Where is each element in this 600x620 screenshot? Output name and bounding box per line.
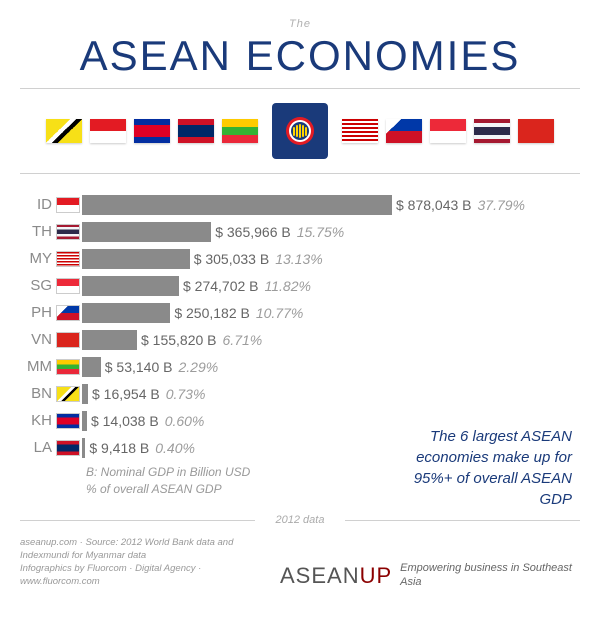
chart-row: BN $ 16,954 B 0.73% xyxy=(20,381,580,406)
flag-cambodia-icon xyxy=(134,119,170,143)
bar-value: $ 155,820 B xyxy=(141,332,217,348)
bar-percent: 0.60% xyxy=(165,413,205,429)
flag-indonesia-icon xyxy=(90,119,126,143)
chart-row: PH $ 250,182 B 10.77% xyxy=(20,300,580,325)
country-code: MY xyxy=(20,250,56,267)
bar xyxy=(82,330,137,350)
bar xyxy=(82,357,101,377)
callout-text: The 6 largest ASEAN economies make up fo… xyxy=(382,426,572,510)
country-code: LA xyxy=(20,439,56,456)
bar-value: $ 9,418 B xyxy=(89,440,149,456)
country-flag-icon xyxy=(56,413,80,429)
page-title: ASEAN ECONOMIES xyxy=(20,32,580,80)
logo-part-a: ASEAN xyxy=(280,563,360,588)
bar-percent: 10.77% xyxy=(256,305,303,321)
country-flag-icon xyxy=(56,305,80,321)
footer-source2: Infographics by Fluorcom · Digital Agenc… xyxy=(20,562,280,589)
bar-percent: 13.13% xyxy=(275,251,322,267)
bar-value: $ 878,043 B xyxy=(396,197,472,213)
flag-philippines-icon xyxy=(386,119,422,143)
bar-value: $ 14,038 B xyxy=(91,413,159,429)
bar-percent: 15.75% xyxy=(297,224,344,240)
flag-myanmar-icon xyxy=(222,119,258,143)
bar xyxy=(82,249,190,269)
footer-year: 2012 data xyxy=(20,514,580,526)
bar-value: $ 250,182 B xyxy=(174,305,250,321)
country-flag-icon xyxy=(56,224,80,240)
flag-malaysia-icon xyxy=(342,119,378,143)
country-code: SG xyxy=(20,277,56,294)
asean-logo-icon xyxy=(272,103,328,159)
chart-row: MY $ 305,033 B 13.13% xyxy=(20,246,580,271)
flag-laos-icon xyxy=(178,119,214,143)
bar xyxy=(82,276,179,296)
country-code: BN xyxy=(20,385,56,402)
country-code: MM xyxy=(20,358,56,375)
logo-part-b: UP xyxy=(360,563,393,588)
header: The ASEAN ECONOMIES xyxy=(20,0,580,89)
bar-percent: 11.82% xyxy=(265,278,311,294)
chart-row: ID $ 878,043 B 37.79% xyxy=(20,192,580,217)
bar-area: $ 878,043 B 37.79% xyxy=(82,195,580,215)
country-flag-icon xyxy=(56,440,80,456)
country-flag-icon xyxy=(56,197,80,213)
bar xyxy=(82,411,87,431)
country-flag-icon xyxy=(56,386,80,402)
bar-area: $ 305,033 B 13.13% xyxy=(82,249,580,269)
flag-thailand-icon xyxy=(474,119,510,143)
country-code: VN xyxy=(20,331,56,348)
footer-source1: aseanup.com · Source: 2012 World Bank da… xyxy=(20,536,280,563)
chart-row: TH $ 365,966 B 15.75% xyxy=(20,219,580,244)
bar-value: $ 365,966 B xyxy=(215,224,291,240)
country-flag-icon xyxy=(56,251,80,267)
country-code: PH xyxy=(20,304,56,321)
bar-percent: 6.71% xyxy=(223,332,263,348)
footer-brand: ASEANUP Empowering business in Southeast… xyxy=(280,562,580,588)
bar-percent: 0.40% xyxy=(155,440,195,456)
bar-area: $ 250,182 B 10.77% xyxy=(82,303,580,323)
country-flag-icon xyxy=(56,332,80,348)
bar-area: $ 53,140 B 2.29% xyxy=(82,357,580,377)
country-code: TH xyxy=(20,223,56,240)
country-flag-icon xyxy=(56,278,80,294)
bar-percent: 2.29% xyxy=(178,359,218,375)
bar-area: $ 16,954 B 0.73% xyxy=(82,384,580,404)
chart-row: VN $ 155,820 B 6.71% xyxy=(20,327,580,352)
subtitle-the: The xyxy=(20,18,580,30)
country-code: KH xyxy=(20,412,56,429)
brand-logo: ASEANUP xyxy=(280,563,392,589)
footer: aseanup.com · Source: 2012 World Bank da… xyxy=(0,526,600,599)
bar-value: $ 274,702 B xyxy=(183,278,259,294)
bar xyxy=(82,222,211,242)
bar-value: $ 16,954 B xyxy=(92,386,160,402)
bar-area: $ 274,702 B 11.82% xyxy=(82,276,580,296)
brand-tagline: Empowering business in Southeast Asia xyxy=(400,562,580,588)
bar-area: $ 155,820 B 6.71% xyxy=(82,330,580,350)
flag-brunei-icon xyxy=(46,119,82,143)
bar-percent: 37.79% xyxy=(478,197,525,213)
bar xyxy=(82,438,85,458)
bar-value: $ 305,033 B xyxy=(194,251,270,267)
bar-percent: 0.73% xyxy=(166,386,206,402)
bar-area: $ 365,966 B 15.75% xyxy=(82,222,580,242)
flag-singapore-icon xyxy=(430,119,466,143)
chart-row: SG $ 274,702 B 11.82% xyxy=(20,273,580,298)
country-flag-icon xyxy=(56,359,80,375)
bar-value: $ 53,140 B xyxy=(105,359,173,375)
country-code: ID xyxy=(20,196,56,213)
footer-sources: aseanup.com · Source: 2012 World Bank da… xyxy=(20,536,280,589)
bar xyxy=(82,384,88,404)
bar xyxy=(82,195,392,215)
chart-row: MM $ 53,140 B 2.29% xyxy=(20,354,580,379)
flag-vietnam-icon xyxy=(518,119,554,143)
bar xyxy=(82,303,170,323)
flags-row xyxy=(20,89,580,174)
